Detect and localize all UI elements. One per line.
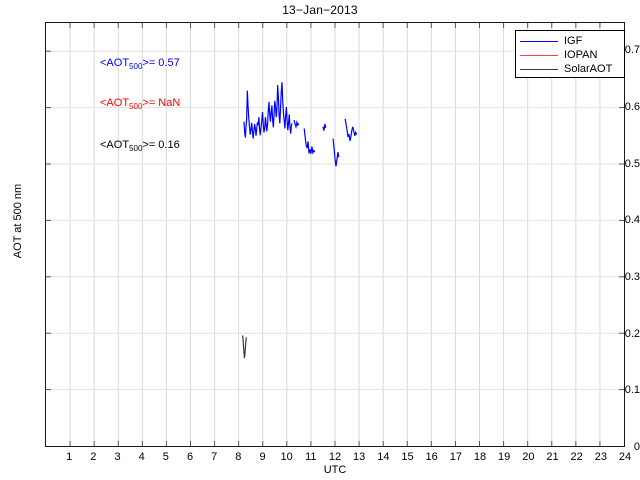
x-tick-label: 1 (66, 451, 73, 463)
data-line-igf (293, 119, 300, 130)
x-tick-label: 14 (377, 451, 390, 463)
x-tick-label: 3 (114, 451, 121, 463)
x-tick-label: 6 (186, 451, 194, 463)
x-tick-label: 16 (425, 451, 438, 463)
annotation-value: >= 0.57 (142, 57, 180, 69)
annotation-iopan-mean: <AOT500>= NaN (100, 97, 180, 111)
x-tick-label: 13 (353, 451, 366, 463)
annotation-subscript: 500 (129, 144, 143, 154)
x-tick-label: 10 (280, 451, 293, 463)
y-tick-label: 0.3 (624, 271, 640, 283)
y-tick-label: 0.4 (624, 214, 640, 227)
x-tick-label: 24 (618, 451, 632, 463)
legend-swatch-icon (520, 68, 558, 70)
x-tick-label: 15 (401, 451, 414, 463)
y-tick-label: 0.6 (624, 101, 640, 113)
y-tick-label: 0.2 (624, 327, 640, 340)
data-line-igf (303, 128, 316, 155)
chart-legend: IGF IOPAN SolarAOT (515, 30, 625, 78)
y-tick-label: 0.5 (624, 157, 640, 170)
x-tick-label: 5 (162, 451, 169, 463)
x-tick-label: 17 (449, 451, 462, 463)
data-series-layer (241, 82, 358, 359)
annotation-subscript: 500 (129, 62, 143, 72)
legend-swatch-icon (520, 54, 558, 56)
annotation-prefix: <AOT (100, 139, 130, 151)
x-tick-label: 23 (594, 451, 607, 463)
x-tick-label: 19 (498, 451, 511, 463)
legend-item-iopan[interactable]: IOPAN (520, 48, 624, 62)
legend-swatch-icon (520, 40, 558, 42)
legend-item-igf[interactable]: IGF (520, 34, 624, 48)
annotation-solaraot-mean: <AOT500>= 0.16 (100, 139, 180, 153)
y-tick-label: 0 (633, 441, 640, 453)
x-tick-label: 9 (259, 451, 266, 463)
legend-label: SolarAOT (564, 63, 613, 75)
x-axis-label: UTC (323, 464, 347, 476)
y-tick-label: 0.7 (624, 44, 640, 57)
annotation-value: >= NaN (142, 97, 181, 109)
annotation-igf-mean: <AOT500>= 0.57 (100, 57, 180, 71)
x-tick-label: 4 (138, 451, 145, 463)
x-tick-label: 12 (328, 451, 342, 463)
annotation-subscript: 500 (129, 102, 143, 112)
data-line-igf (243, 82, 293, 139)
data-line-igf (332, 138, 340, 167)
annotation-value: >= 0.16 (142, 139, 180, 151)
y-tick-label: 0.1 (624, 384, 640, 397)
x-tick-label: 18 (473, 451, 487, 463)
x-tick-label: 20 (522, 451, 535, 463)
x-tick-label: 7 (211, 451, 218, 463)
data-line-igf (344, 118, 358, 142)
grid-lines (46, 23, 624, 446)
x-tick-label: 2 (90, 451, 97, 463)
annotation-prefix: <AOT (100, 97, 130, 109)
data-line-solaraot (241, 335, 247, 359)
chart-title: 13−Jan−2013 (282, 3, 358, 17)
legend-label: IGF (564, 35, 583, 47)
x-tick-label: 8 (235, 451, 242, 463)
annotation-prefix: <AOT (100, 57, 130, 69)
y-axis-label: AOT at 500 nm (12, 183, 24, 259)
x-tick-label: 22 (570, 451, 583, 463)
plot-area (45, 22, 625, 447)
x-tick-label: 21 (546, 451, 559, 463)
x-tick-label: 11 (305, 451, 317, 463)
data-line-igf (322, 123, 327, 131)
legend-label: IOPAN (564, 49, 598, 61)
legend-item-solaraot[interactable]: SolarAOT (520, 62, 624, 76)
